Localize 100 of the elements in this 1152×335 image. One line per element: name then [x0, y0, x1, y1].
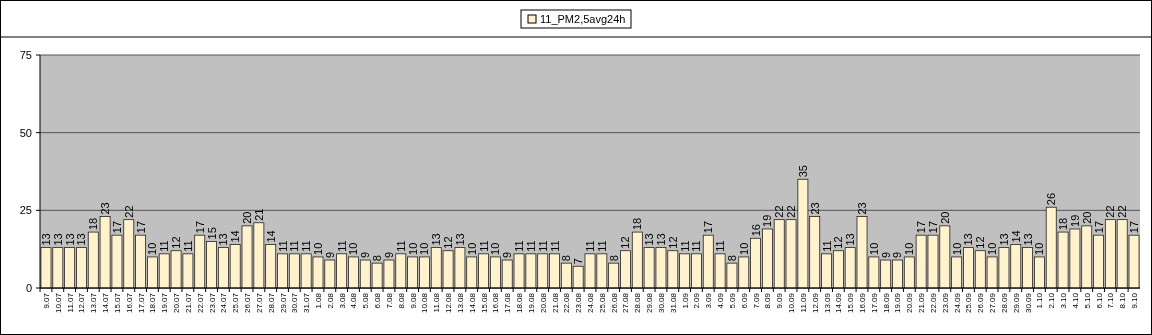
x-tick-label: 18.08 [515, 292, 525, 314]
x-tick-label: 14.09 [834, 292, 844, 314]
x-tick-label: 17.08 [503, 292, 513, 314]
x-tick-label: 19.07 [160, 292, 170, 314]
data-label: 7 [572, 258, 585, 265]
data-label: 9 [323, 251, 336, 259]
data-label: 17 [915, 220, 928, 234]
x-tick-label: 23.07 [207, 292, 217, 314]
y-tick-label: 75 [19, 48, 32, 61]
x-tick-label: 24.08 [586, 292, 595, 314]
x-tick-label: 27.07 [254, 292, 264, 314]
x-tick-label: 2.08 [325, 292, 335, 309]
data-label: 11 [300, 240, 313, 252]
x-tick-label: 6.09 [739, 292, 749, 309]
x-tick-label: 20.09 [905, 292, 915, 314]
data-label: 9 [879, 251, 892, 259]
data-label: 13 [217, 233, 230, 246]
data-label: 19 [761, 214, 774, 227]
data-label: 17 [702, 220, 715, 234]
data-label: 10 [146, 242, 159, 255]
x-tick-label: 14.08 [467, 292, 477, 314]
data-label: 11 [690, 240, 703, 252]
x-tick-label: 28.09 [999, 292, 1009, 314]
data-label: 12 [974, 236, 987, 249]
data-label: 10 [986, 242, 999, 255]
x-tick-label: 1.09 [680, 292, 690, 309]
x-tick-label: 22.08 [562, 292, 572, 314]
data-label: 8 [371, 255, 384, 262]
data-label: 18 [1057, 217, 1070, 231]
x-tick-label: 22.09 [928, 292, 938, 314]
data-label: 13 [430, 233, 443, 246]
data-label: 10 [867, 242, 880, 255]
data-label: 13 [453, 233, 466, 246]
data-label: 13 [654, 233, 667, 246]
x-tick-label: 24.09 [952, 292, 962, 314]
data-label: 10 [950, 242, 963, 255]
data-label: 13 [962, 233, 975, 246]
x-tick-label: 26.07 [243, 292, 253, 314]
data-label: 10 [489, 242, 502, 255]
data-label: 11 [548, 240, 561, 252]
x-tick-label: 11.09 [798, 292, 808, 313]
x-tick-label: 19.08 [526, 292, 536, 314]
data-label: 14 [229, 230, 242, 243]
data-label: 10 [406, 242, 419, 255]
data-label: 11 [714, 240, 727, 252]
x-tick-label: 31.07 [302, 292, 312, 314]
data-label: 8 [560, 255, 573, 262]
data-label: 20 [1080, 211, 1093, 224]
x-tick-label: 8.08 [396, 292, 406, 309]
data-label: 18 [631, 217, 644, 231]
y-tick-label: 0 [25, 281, 32, 294]
x-tick-label: 20.08 [538, 292, 548, 314]
data-label: 11 [335, 240, 348, 252]
x-tick-label: 17.07 [136, 292, 146, 314]
x-tick-label: 12.07 [77, 292, 87, 314]
data-label: 11 [276, 240, 289, 252]
x-tick-label: 27.08 [621, 292, 631, 314]
data-label: 13 [997, 233, 1010, 246]
x-tick-label: 15.07 [112, 292, 122, 314]
x-tick-label: 23.08 [574, 292, 584, 314]
x-tick-label: 16.07 [124, 292, 134, 314]
x-tick-label: 3.08 [337, 292, 347, 309]
x-tick-label: 9.09 [775, 292, 785, 309]
x-tick-label: 8.09 [763, 292, 773, 309]
data-label: 22 [1104, 205, 1117, 218]
x-tick-label: 16.09 [858, 292, 868, 314]
x-tick-label: 9.08 [408, 292, 418, 309]
x-tick-label: 24.07 [219, 292, 229, 314]
x-tick-label: 29.09 [1011, 292, 1021, 314]
x-tick-label: 12.08 [444, 292, 454, 314]
data-label: 11 [477, 240, 490, 252]
data-label: 11 [536, 240, 549, 252]
x-tick-label: 30.07 [290, 292, 300, 314]
x-tick-label: 13.09 [822, 292, 832, 314]
data-label: 10 [903, 242, 916, 255]
x-tick-label: 31.08 [668, 292, 678, 314]
x-tick-label: 28.08 [633, 292, 643, 314]
data-label: 12 [832, 236, 845, 249]
data-label: 17 [1092, 220, 1105, 234]
x-tick-label: 16.08 [491, 292, 501, 314]
data-label: 11 [584, 240, 596, 252]
data-label: 23 [99, 202, 112, 215]
x-tick-label: 4.09 [716, 292, 726, 309]
data-label: 16 [749, 224, 762, 237]
data-label: 12 [442, 236, 455, 249]
x-tick-label: 13.08 [455, 292, 465, 314]
x-tick-label: 7.09 [751, 292, 761, 309]
x-tick-label: 13.07 [89, 292, 99, 314]
x-tick-label: 15.09 [846, 292, 856, 314]
data-label: 23 [856, 202, 869, 215]
x-tick-label: 21.09 [917, 292, 927, 314]
x-tick-label: 1.08 [313, 292, 323, 309]
x-tick-label: 4.10 [1070, 292, 1080, 309]
data-label: 13 [75, 233, 88, 246]
data-label: 11 [513, 240, 526, 252]
data-label: 14 [264, 230, 277, 243]
x-tick-label: 25.08 [597, 292, 607, 314]
data-label: 13 [1021, 233, 1034, 246]
x-tick-label: 8.10 [1118, 292, 1128, 309]
data-label: 35 [796, 165, 809, 178]
